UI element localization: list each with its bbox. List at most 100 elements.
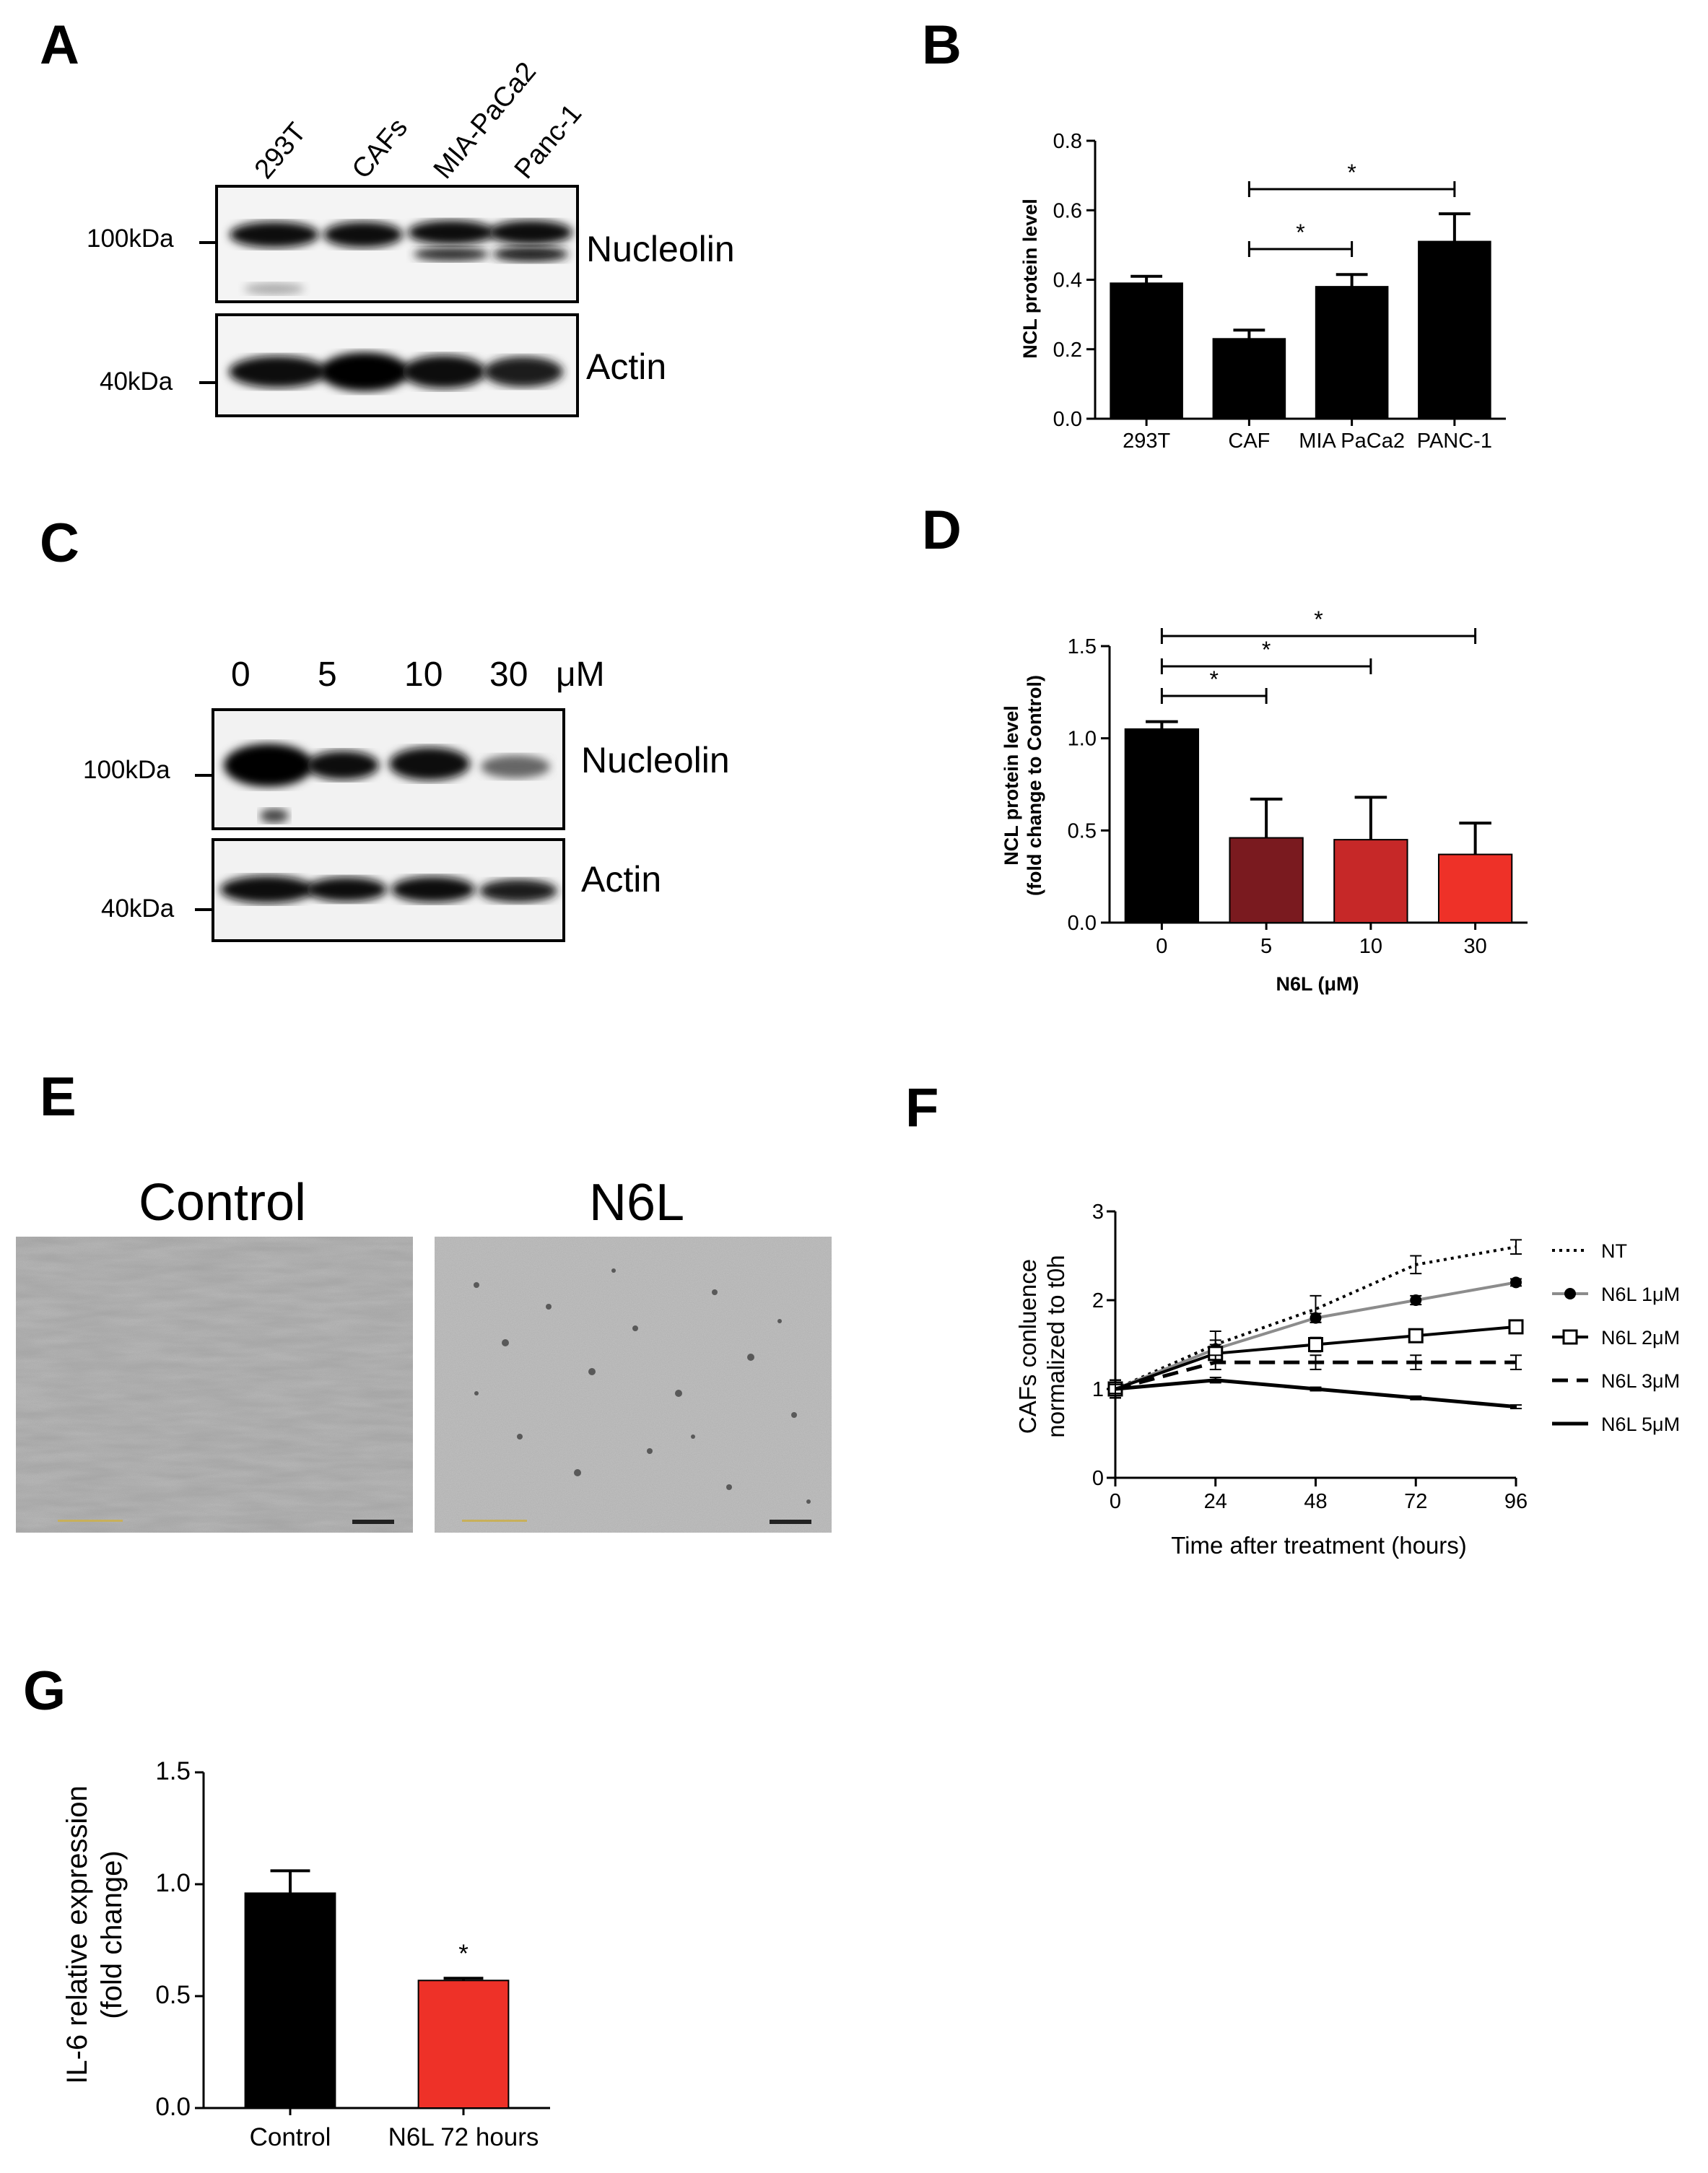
panel-f-y-axis-title-line2: normalized to t0h [1042, 1255, 1069, 1437]
panel-a-letter: A [40, 14, 79, 76]
panel-e: E Control N6L [16, 1066, 832, 1533]
y-tick-label: 0.0 [1068, 912, 1097, 935]
x-tick-label: 293T [1123, 430, 1170, 453]
panel-g-y-axis-title-line1: IL-6 relative expression [61, 1785, 93, 2084]
panel-g: G IL-6 relative expression (fold change)… [23, 1660, 550, 2151]
panel-c-blot-label: Actin [581, 859, 661, 900]
significance-star: * [1262, 637, 1271, 663]
panel-a-blot-label: Actin [586, 347, 666, 387]
panel-e-image-title: N6L [589, 1174, 684, 1232]
bar [1315, 286, 1389, 419]
panel-c-marker-label: 40kDa [101, 894, 175, 923]
panel-g-y-axis-title-line2: (fold change) [96, 1850, 128, 2019]
y-tick-label: 0.0 [1053, 408, 1082, 431]
panel-c-marker-label: 100kDa [83, 756, 170, 784]
x-tick-label: 24 [1204, 1490, 1227, 1513]
panel-a-marker-label: 40kDa [100, 367, 173, 396]
data-point [1410, 1294, 1422, 1306]
panel-e-image-title: Control [139, 1174, 306, 1232]
x-tick-label: 5 [1260, 935, 1272, 958]
data-point [1508, 1319, 1524, 1335]
panel-a: A 293T CAFs MIA-PaCa2 Panc-1 100kDa Nucl… [40, 14, 735, 417]
x-tick-label: Control [250, 2123, 331, 2151]
x-tick-label: N6L 72 hours [388, 2123, 539, 2151]
data-point [1310, 1312, 1322, 1324]
panel-f-letter: F [905, 1077, 938, 1138]
panel-a-lane-label: 293T [249, 117, 313, 184]
x-tick-label: PANC-1 [1417, 430, 1492, 453]
panel-a-marker-label: 100kDa [87, 225, 174, 253]
significance-star: * [1314, 606, 1323, 632]
significance-star: * [1296, 219, 1304, 245]
legend-label: NT [1601, 1240, 1627, 1262]
bar [1110, 282, 1183, 419]
series-line [1115, 1378, 1517, 1409]
series-line [1115, 1245, 1517, 1390]
y-tick-label: 0.5 [155, 1981, 191, 2009]
panel-b-bar-chart: 0.0 0.2 0.4 0.6 0.8 293T CAF MIA PaCa2 PANC-1 * * [1053, 130, 1506, 453]
panel-c-dose-label: 0 [231, 656, 250, 694]
x-tick-label: 48 [1304, 1490, 1327, 1513]
x-tick-label: 10 [1359, 935, 1382, 958]
y-tick-label: 0.0 [155, 2093, 191, 2121]
bar [244, 1892, 336, 2109]
panel-a-nucleolin-blot: 100kDa Nucleolin [87, 185, 735, 303]
bar [1212, 338, 1286, 419]
panel-g-letter: G [23, 1660, 66, 1722]
y-tick-label: 1 [1092, 1378, 1104, 1401]
significance-star: * [1347, 160, 1356, 186]
panel-e-letter: E [40, 1066, 77, 1128]
panel-a-lane-label: CAFs [347, 113, 414, 185]
x-tick-label: CAF [1228, 430, 1270, 453]
x-tick-label: 0 [1110, 1490, 1121, 1513]
bar [1229, 837, 1304, 923]
panel-e-control-micrograph [16, 1237, 413, 1533]
panel-c-nucleolin-blot: 100kDa Nucleolin [83, 708, 730, 830]
data-point [1308, 1337, 1323, 1352]
y-tick-label: 0.8 [1053, 130, 1082, 153]
y-tick-label: 0.5 [1068, 819, 1097, 842]
data-point [1408, 1328, 1424, 1344]
panel-c-dose-label: 10 [404, 656, 443, 694]
panel-d-x-axis-title: N6L (μM) [1276, 973, 1359, 995]
significance-star: * [458, 1940, 469, 1968]
y-tick-label: 0.6 [1053, 199, 1082, 222]
panel-a-blot-label: Nucleolin [586, 229, 735, 269]
legend-marker [1562, 1329, 1578, 1345]
y-tick-label: 0.4 [1053, 269, 1082, 292]
bar [417, 1980, 510, 2109]
panel-g-bar-chart: 0.0 0.5 1.0 1.5 Control N6L 72 hours * [155, 1757, 550, 2151]
panel-f-x-axis-title: Time after treatment (hours) [1171, 1532, 1467, 1559]
panel-c: C 0 5 10 30 μM 100kDa Nucleolin 40kDa [40, 513, 730, 942]
x-tick-label: 0 [1156, 935, 1167, 958]
panel-c-dose-label: 5 [318, 656, 337, 694]
panel-d-letter: D [922, 500, 962, 561]
bar [1437, 853, 1513, 923]
x-tick-label: 30 [1463, 935, 1486, 958]
panel-c-dose-unit: μM [556, 656, 605, 694]
panel-c-dose-label: 30 [489, 656, 528, 694]
panel-d-y-axis-title-line2: (fold change to Control) [1024, 675, 1045, 896]
legend-label: N6L 2μM [1601, 1327, 1680, 1349]
panel-b: B NCL protein level 0.0 0.2 0.4 0.6 0.8 293T C… [922, 14, 1506, 453]
panel-e-n6l-micrograph [435, 1237, 832, 1533]
panel-b-letter: B [922, 14, 962, 76]
panel-f: F CAFs conluence normalized to t0h Time … [905, 1077, 1680, 1559]
panel-f-y-axis-title-line1: CAFs conluence [1014, 1259, 1041, 1434]
panel-c-dose-labels: 0 5 10 30 μM [231, 656, 605, 694]
panel-a-actin-blot: 40kDa Actin [100, 313, 666, 417]
bar [1124, 728, 1200, 924]
panel-c-letter: C [40, 513, 79, 574]
y-tick-label: 2 [1092, 1289, 1104, 1312]
panel-b-y-axis-title: NCL protein level [1019, 199, 1041, 359]
x-tick-label: MIA PaCa2 [1299, 430, 1405, 453]
panel-a-lane-labels: 293T CAFs MIA-PaCa2 Panc-1 [249, 56, 588, 184]
legend-label: N6L 3μM [1601, 1370, 1680, 1392]
bar [1333, 839, 1408, 923]
y-tick-label: 1.0 [1068, 728, 1097, 751]
y-tick-label: 1.0 [155, 1869, 191, 1897]
legend-marker [1564, 1288, 1576, 1299]
y-tick-label: 0 [1092, 1467, 1104, 1490]
data-point [1510, 1276, 1522, 1289]
panel-d-y-axis-title-line1: NCL protein level [1001, 705, 1022, 866]
